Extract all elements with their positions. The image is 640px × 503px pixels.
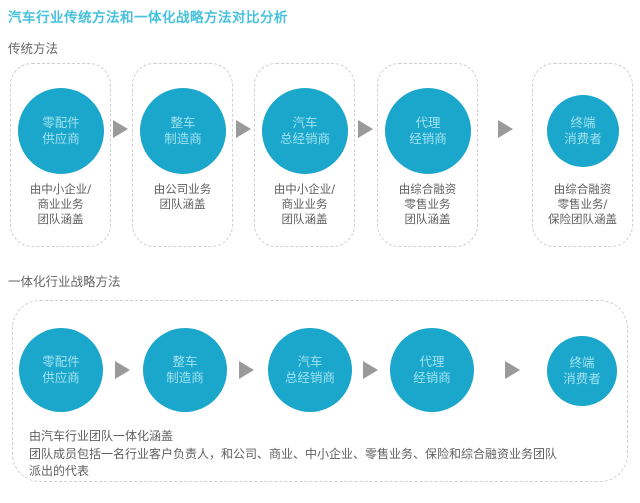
stage-circle-label: 整车 制造商 [164, 115, 202, 146]
section-traditional-label: 传统方法 [8, 41, 59, 56]
stage-circle-label: 终端 消费者 [563, 355, 601, 386]
traditional-step-box-2: 整车 制造商 由公司业务 团队涵盖 [132, 63, 233, 247]
stage-circle: 整车 制造商 [140, 88, 226, 174]
traditional-step-box-4: 代理 经销商 由综合融资 零售业务 团队涵盖 [377, 63, 478, 247]
stage-circle: 终端 消费者 [547, 95, 619, 167]
arrow-right-icon [115, 361, 130, 379]
traditional-step-box-1: 零配件 供应商 由中小企业/ 商业业务 团队涵盖 [10, 63, 111, 247]
stage-circle: 整车 制造商 [143, 328, 227, 412]
stage-description: 由中小企业/ 商业业务 团队涵盖 [273, 182, 336, 226]
integrated-note: 由汽车行业团队一体化涵盖 团队成员包括一名行业客户负责人，和公司、商业、中小企业… [29, 429, 558, 478]
stage-circle: 汽车 总经销商 [268, 328, 352, 412]
stage-description: 由公司业务 团队涵盖 [153, 182, 212, 211]
stage-circle-label: 代理 经销商 [409, 115, 447, 146]
arrow-right-icon [113, 120, 128, 138]
stage-circle-label: 零配件 供应商 [42, 354, 80, 385]
stage-description: 由综合融资 零售业务 团队涵盖 [398, 182, 457, 226]
stage-description: 由综合融资 零售业务/ 保险团队涵盖 [548, 182, 617, 226]
arrow-right-icon [239, 361, 254, 379]
arrow-right-icon [358, 120, 373, 138]
stage-circle: 终端 消费者 [547, 336, 617, 406]
stage-circle-label: 整车 制造商 [166, 354, 204, 385]
page-title: 汽车行业传统方法和一体化战略方法对比分析 [8, 10, 288, 26]
stage-circle: 汽车 总经销商 [262, 88, 348, 174]
arrow-right-icon [236, 120, 251, 138]
arrow-right-icon [363, 361, 378, 379]
traditional-step-box-5: 终端 消费者 由综合融资 零售业务/ 保险团队涵盖 [532, 63, 633, 247]
stage-circle-label: 汽车 总经销商 [279, 115, 330, 146]
stage-circle: 零配件 供应商 [18, 88, 104, 174]
stage-circle: 零配件 供应商 [19, 328, 103, 412]
arrow-right-icon [505, 361, 520, 379]
stage-circle: 代理 经销商 [390, 328, 474, 412]
traditional-step-box-3: 汽车 总经销商 由中小企业/ 商业业务 团队涵盖 [254, 63, 355, 247]
stage-circle-label: 零配件 供应商 [42, 115, 80, 146]
stage-circle-label: 代理 经销商 [413, 354, 451, 385]
arrow-right-icon [498, 120, 513, 138]
stage-circle-label: 终端 消费者 [564, 115, 602, 146]
section-integrated-label: 一体化行业战略方法 [8, 274, 121, 289]
integrated-box [12, 300, 628, 482]
stage-circle-label: 汽车 总经销商 [284, 354, 335, 385]
stage-circle: 代理 经销商 [385, 88, 471, 174]
stage-description: 由中小企业/ 商业业务 团队涵盖 [29, 182, 92, 226]
